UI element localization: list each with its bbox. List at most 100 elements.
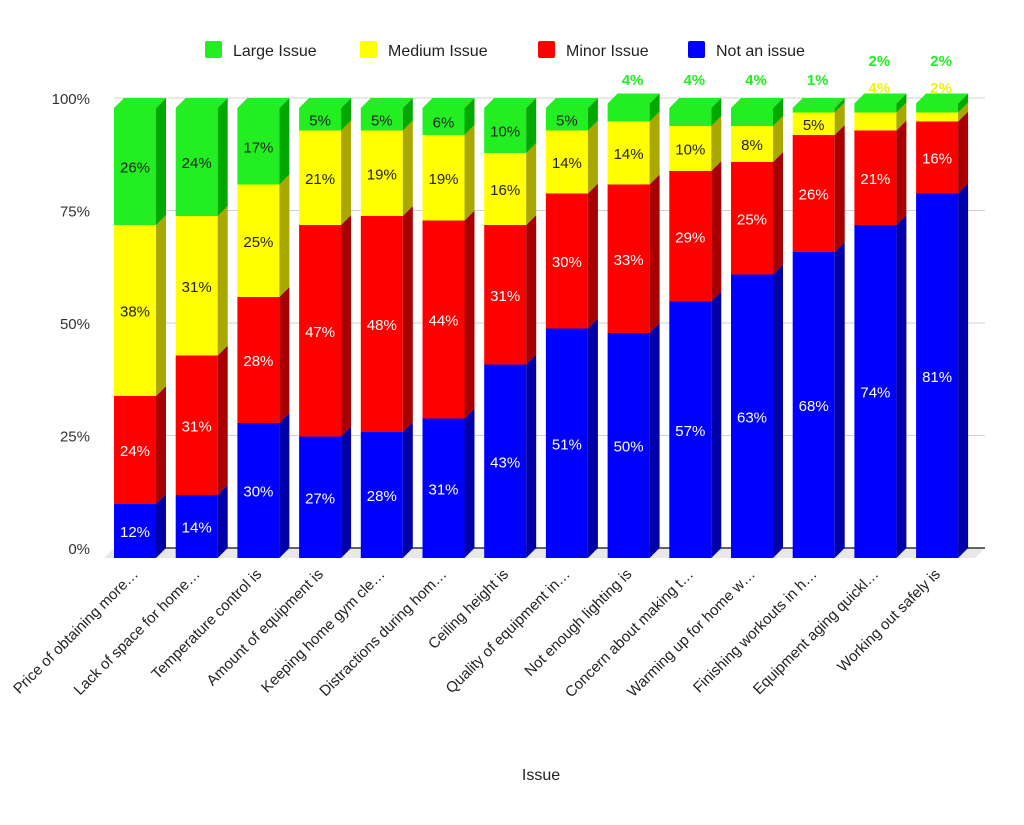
- bar-segment-side: [834, 102, 845, 135]
- data-label: 10%: [490, 124, 520, 141]
- data-label: 63%: [737, 409, 767, 426]
- x-axis: Price of obtaining more…Lack of space fo…: [10, 566, 944, 701]
- bar-segment: [484, 364, 527, 558]
- bar-segment-side: [896, 215, 907, 558]
- bar-segment: [484, 108, 527, 153]
- bar-segment: [854, 225, 897, 558]
- bar-segment-side: [587, 120, 598, 194]
- data-label-outside: 2%: [869, 53, 891, 70]
- bar-segment: [114, 225, 156, 396]
- bar-segment: [175, 108, 218, 216]
- bar-segment-side: [156, 386, 166, 504]
- bar-segment-side: [156, 98, 166, 225]
- bar-segment: [607, 103, 650, 122]
- data-label: 10%: [675, 142, 705, 159]
- bar-segment-side: [279, 174, 290, 297]
- bar-segment-side: [402, 422, 413, 558]
- data-label: 19%: [367, 166, 397, 183]
- bar-top: [484, 98, 537, 108]
- bar-segment: [360, 216, 403, 432]
- bar-segment-side: [773, 116, 783, 162]
- bar-segment: [422, 108, 465, 135]
- bar-segment-side: [834, 98, 845, 113]
- bar-segment-side: [156, 494, 166, 558]
- bar-top: [916, 93, 969, 104]
- bar-segment-side: [341, 426, 352, 558]
- bar-segment: [545, 130, 588, 194]
- data-label: 50%: [614, 439, 644, 456]
- bar-segment: [360, 130, 403, 216]
- data-label-outside: 4%: [745, 72, 767, 89]
- y-tick-label: 25%: [60, 429, 90, 446]
- x-tick-label: Price of obtaining more…: [10, 566, 142, 698]
- bar-segment-side: [773, 98, 783, 126]
- data-label: 31%: [428, 481, 458, 498]
- data-label-outside: 2%: [930, 80, 952, 97]
- bar-segment-side: [711, 291, 722, 558]
- bar-segment: [299, 225, 342, 437]
- chart-floor: [104, 548, 985, 558]
- bar-segment-side: [526, 354, 537, 558]
- data-label: 25%: [243, 234, 273, 251]
- data-label: 43%: [490, 454, 520, 471]
- data-label: 26%: [799, 187, 829, 204]
- x-tick-label: Distractions during hom…: [316, 566, 450, 700]
- bar-segment: [299, 436, 342, 558]
- bar-segment: [792, 252, 835, 558]
- data-label: 28%: [367, 488, 397, 505]
- bar-segment: [607, 121, 650, 185]
- x-tick-label: Not enough lighting is: [521, 566, 635, 680]
- bar-segment: [854, 130, 897, 225]
- bar-top: [607, 93, 660, 104]
- bar-top: [360, 98, 413, 108]
- x-axis-title: Issue: [522, 767, 560, 784]
- bar-segment: [545, 108, 588, 131]
- data-label-outside: 2%: [930, 53, 952, 70]
- bar-segment: [607, 184, 650, 333]
- bar-segment-side: [279, 287, 290, 423]
- bar-segment: [731, 108, 773, 126]
- legend-swatch: [360, 41, 377, 58]
- bar-segment-side: [217, 98, 228, 216]
- bar-segment-side: [711, 161, 722, 302]
- data-label: 31%: [182, 418, 212, 435]
- bar-segment-side: [958, 102, 969, 122]
- bar-segment: [792, 108, 835, 113]
- legend-label: Not an issue: [716, 43, 805, 60]
- bar-segment: [237, 108, 280, 185]
- data-label: 21%: [860, 171, 890, 188]
- x-tick-label: Equipment aging quickl…: [750, 566, 882, 698]
- bar-segment-side: [464, 408, 475, 558]
- bar-segment-side: [649, 174, 660, 333]
- bar-segment: [916, 112, 959, 122]
- bar-segment-side: [896, 93, 907, 113]
- data-label: 12%: [120, 524, 150, 541]
- x-tick-label: Amount of equipment is: [203, 566, 326, 689]
- bar-segment-side: [464, 98, 475, 135]
- data-label: 31%: [490, 288, 520, 305]
- y-tick-label: 50%: [60, 316, 90, 333]
- bar-top: [731, 98, 783, 108]
- bar-segment-side: [402, 120, 413, 216]
- x-tick-label: Temperature control is: [148, 566, 265, 683]
- bar-segment: [669, 171, 712, 302]
- data-label: 30%: [243, 484, 273, 501]
- legend-label: Medium Issue: [388, 43, 488, 60]
- bar-segment-side: [773, 264, 783, 558]
- bar-segment-side: [587, 318, 598, 558]
- x-tick-label: Quality of equipment in…: [443, 566, 574, 697]
- legend-label: Minor Issue: [566, 43, 649, 60]
- bar-segment: [175, 495, 218, 558]
- bar-segment: [114, 108, 156, 225]
- bar-segment-side: [649, 323, 660, 558]
- data-label: 5%: [556, 112, 578, 129]
- bar-segment: [237, 297, 280, 423]
- legend-label: Large Issue: [233, 43, 317, 60]
- bar-segment: [792, 112, 835, 135]
- bar-segment: [237, 423, 280, 558]
- bar-segment: [114, 504, 156, 558]
- bar-segment: [545, 193, 588, 329]
- data-label: 16%: [922, 151, 952, 168]
- bar-segment: [854, 112, 897, 131]
- bar-top: [422, 98, 475, 108]
